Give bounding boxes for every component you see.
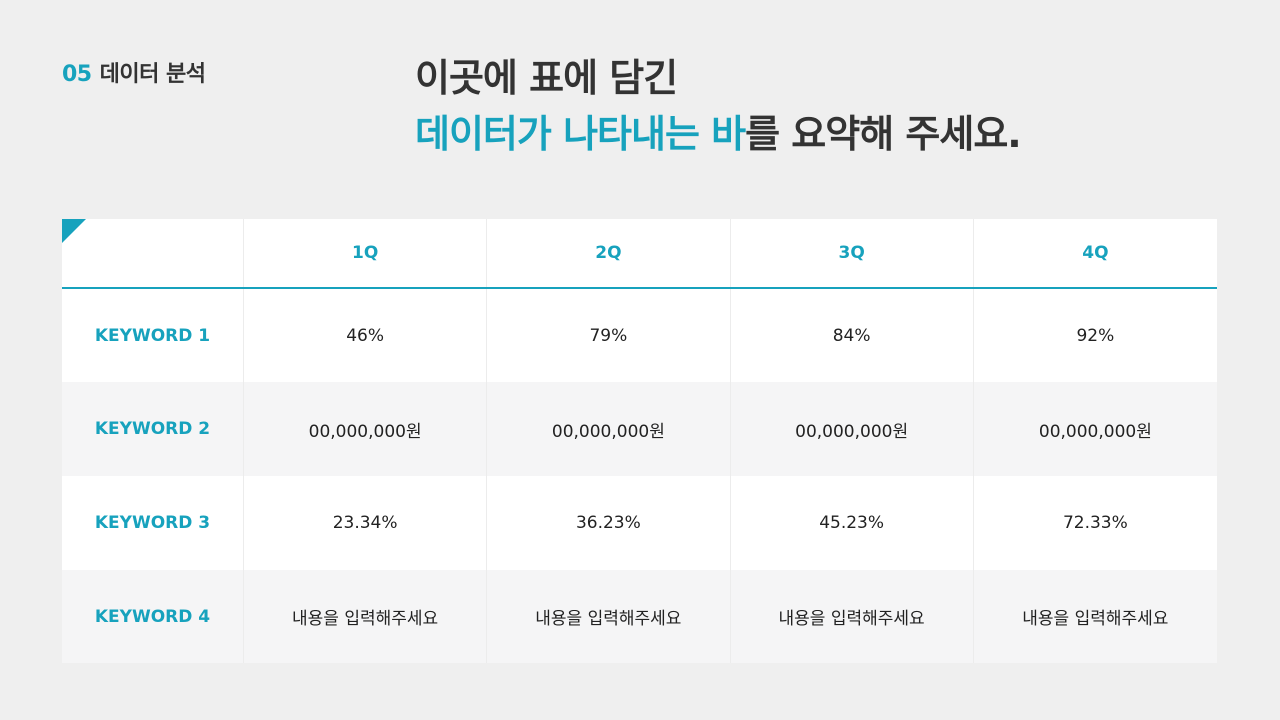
table-header-row: 1Q 2Q 3Q 4Q (62, 219, 1217, 289)
page-title: 이곳에 표에 담긴 데이터가 나타내는 바를 요약해 주세요. (415, 50, 1022, 162)
row-label: KEYWORD 2 (62, 382, 244, 476)
table-cell: 내용을 입력해주세요 (1022, 609, 1169, 629)
table-cell: 23.34% (244, 476, 488, 570)
table-cell: 내용을 입력해주세요 (731, 570, 974, 663)
table-cell: 00,000,000원 (1038, 421, 1152, 442)
table-cell: 45.23% (731, 476, 974, 570)
table-row: KEYWORD 1 46% 79% 84% 92% (62, 289, 1217, 382)
table-cell: 92% (1076, 325, 1115, 346)
table-cell: 내용을 입력해주세요 (487, 570, 731, 663)
table-cell: 00,000,000원 (244, 382, 488, 476)
table-row: KEYWORD 3 23.34% 36.23% 45.23% 72.33% (62, 476, 1217, 570)
table-row: KEYWORD 4 내용을 입력해주세요 내용을 입력해주세요 내용을 입력해주… (62, 570, 1217, 663)
table-cell: 00,000,000원 (731, 382, 974, 476)
header-cell (62, 219, 244, 287)
table-row: KEYWORD 2 00,000,000원 00,000,000원 00,000… (62, 382, 1217, 476)
section-label: 05 데이터 분석 (62, 56, 206, 88)
title-highlight: 데이터가 나타내는 바 (415, 112, 746, 156)
header-cell: 1Q (244, 219, 488, 287)
row-label: KEYWORD 3 (62, 476, 244, 570)
section-number: 05 (62, 62, 92, 87)
title-line-1: 이곳에 표에 담긴 (415, 56, 678, 100)
row-label: KEYWORD 4 (62, 570, 244, 663)
section-title: 데이터 분석 (99, 62, 206, 87)
table-cell: 36.23% (487, 476, 731, 570)
header-cell: 2Q (487, 219, 731, 287)
table-cell: 84% (731, 289, 974, 382)
table-cell: 내용을 입력해주세요 (244, 570, 488, 663)
table-cell: 46% (244, 289, 488, 382)
table-cell: 72.33% (1062, 513, 1128, 533)
title-rest: 를 요약해 주세요. (745, 112, 1022, 156)
header-cell: 3Q (731, 219, 974, 287)
header-cell: 4Q (1082, 243, 1109, 263)
table-cell: 00,000,000원 (487, 382, 731, 476)
corner-triangle-decoration (62, 219, 86, 243)
table-cell: 79% (487, 289, 731, 382)
title-line-2: 데이터가 나타내는 바를 요약해 주세요. (415, 106, 1022, 162)
row-label: KEYWORD 1 (62, 289, 244, 382)
data-table: 1Q 2Q 3Q 4Q KEYWORD 1 46% 79% 84% 92% KE… (62, 219, 1217, 663)
